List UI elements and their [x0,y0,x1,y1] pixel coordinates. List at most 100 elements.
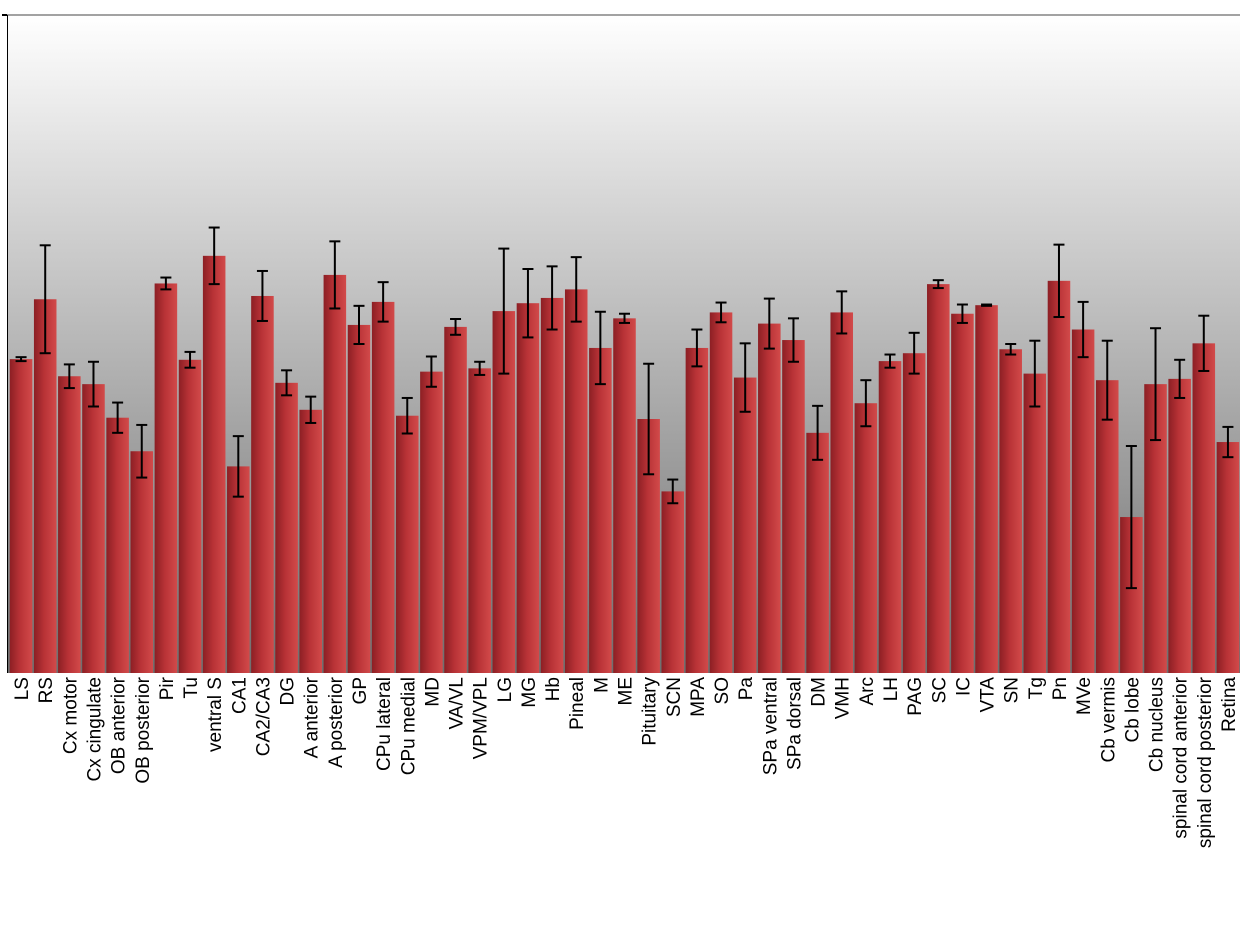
bar [661,491,685,673]
bar [444,326,467,673]
error-bar [256,269,268,322]
x-tick-label: M [591,677,612,693]
error-bar [643,362,655,476]
error-bar [812,404,824,461]
bar [82,384,105,673]
x-tick-label: LS [12,677,33,700]
error-bar [594,310,606,386]
bar [637,419,660,673]
bar [299,409,322,673]
x-tick-label: Cb lobe [1122,677,1143,743]
x-tick-label: VPM/VPL [471,677,492,759]
error-bar [15,356,27,363]
bar [1216,442,1240,673]
bar [1023,373,1047,673]
error-bar [281,369,293,397]
bar [951,313,974,673]
x-tick-label: MVe [1074,677,1095,715]
bar [371,301,395,673]
bar [130,451,154,673]
error-bar [160,276,172,291]
bar [58,376,81,673]
x-tick-label: Pineal [567,677,588,730]
bar [347,324,371,673]
x-tick-label: MD [422,677,443,707]
x-tick-label: CPu medial [398,677,419,775]
x-tick-label: ME [616,677,637,706]
error-bar [87,360,99,408]
x-tick-label: MPA [688,677,709,717]
error-bar [522,267,534,339]
x-tick-label: VMH [833,677,854,719]
x-tick-label: MG [519,677,540,708]
error-bar [956,303,968,324]
x-tick-labels: LS RS Cx motor Cx cingulate OB anterior OB po… [12,676,1240,848]
error-bar [184,350,196,369]
x-tick-label: VTA [978,677,999,713]
error-bar [1198,314,1210,372]
error-bar [691,328,703,368]
bar [999,349,1022,673]
x-tick-label: DM [809,677,830,707]
x-tick-label: spinal cord posterior [1195,676,1216,848]
bar [709,312,733,673]
error-bar [39,244,51,355]
x-tick-label: OB posterior [133,676,154,783]
bar [251,295,274,673]
error-bar [112,401,124,434]
bar [178,359,202,673]
error-bar [884,353,896,369]
error-bar [981,303,993,307]
x-tick-label: IC [953,677,974,696]
x-tick-label: Cb nucleus [1147,677,1168,772]
bar [154,283,178,673]
x-tick-label: CA2/CA3 [253,677,274,756]
x-tick-label: GP [350,677,371,704]
bar [902,353,926,673]
error-bar [715,301,727,324]
error-bar [232,435,244,498]
bar [733,377,757,673]
error-bar [1029,339,1041,408]
error-bar [63,363,75,390]
x-tick-label: CA1 [229,677,250,714]
bar [685,347,709,673]
error-bar [136,423,148,479]
bar [9,359,33,673]
bar [878,361,902,673]
error-bar [450,318,462,336]
bar [202,255,226,673]
error-bar [619,312,630,324]
x-tick-label: Tg [1026,677,1047,699]
x-tick-label: SO [712,677,733,704]
error-bar [1101,339,1113,421]
error-bar [474,360,486,376]
bar [1168,378,1191,673]
error-bar [305,395,317,424]
x-tick-label: CPu lateral [374,677,395,771]
bar [975,305,998,673]
bar [396,415,419,673]
error-bar [739,342,751,413]
x-tick-label: RS [36,677,57,703]
x-tick-label: LH [881,677,902,701]
bar [420,371,443,673]
error-bar [498,247,510,375]
x-tick-label: A posterior [326,676,347,767]
x-tick-label: Pa [736,677,757,701]
x-tick-label: Arc [857,677,878,706]
error-bar [860,379,872,428]
bar [854,403,878,673]
x-tick-label: ventral S [205,677,226,752]
bar [1120,517,1143,673]
x-tick-label: SCN [664,677,685,717]
bar [1144,384,1167,673]
error-bar [908,331,920,375]
bar [782,340,805,673]
error-bar [1150,327,1162,442]
bar [613,318,636,673]
error-bar [1222,425,1234,459]
x-tick-label: Cb vermis [1098,677,1119,763]
x-tick-label: Tu [181,677,202,698]
